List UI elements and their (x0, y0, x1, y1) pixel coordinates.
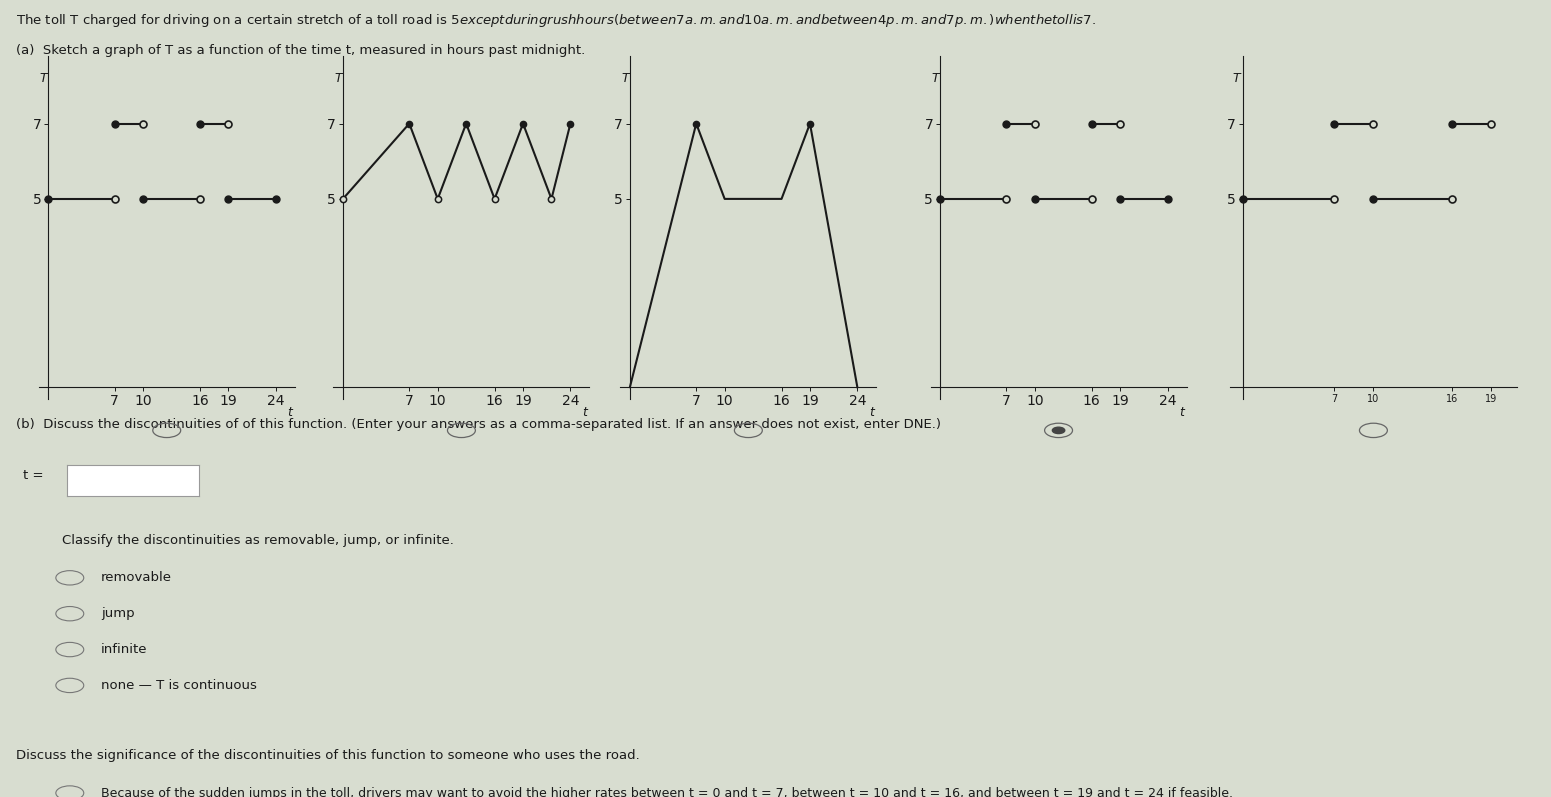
Text: (b)  Discuss the discontinuities of of this function. (Enter your answers as a c: (b) Discuss the discontinuities of of th… (16, 418, 940, 431)
Text: (a)  Sketch a graph of T as a function of the time t, measured in hours past mid: (a) Sketch a graph of T as a function of… (16, 44, 585, 57)
Text: t =: t = (23, 469, 43, 482)
Text: Because of the sudden jumps in the toll, drivers may want to avoid the higher ra: Because of the sudden jumps in the toll,… (101, 787, 1233, 797)
Text: T: T (622, 73, 630, 85)
Text: removable: removable (101, 571, 172, 584)
Text: T: T (40, 73, 48, 85)
Text: t: t (869, 406, 873, 419)
Text: The toll T charged for driving on a certain stretch of a toll road is $5 except : The toll T charged for driving on a cert… (16, 12, 1095, 29)
Text: jump: jump (101, 607, 135, 620)
Text: Classify the discontinuities as removable, jump, or infinite.: Classify the discontinuities as removabl… (62, 534, 454, 547)
Text: Discuss the significance of the discontinuities of this function to someone who : Discuss the significance of the disconti… (16, 749, 639, 762)
Text: t: t (1179, 406, 1183, 419)
Text: infinite: infinite (101, 643, 147, 656)
Text: t: t (582, 406, 586, 419)
Text: t: t (287, 406, 292, 419)
Text: T: T (335, 73, 343, 85)
Text: T: T (1233, 73, 1241, 85)
Text: T: T (932, 73, 940, 85)
Text: none — T is continuous: none — T is continuous (101, 679, 256, 692)
